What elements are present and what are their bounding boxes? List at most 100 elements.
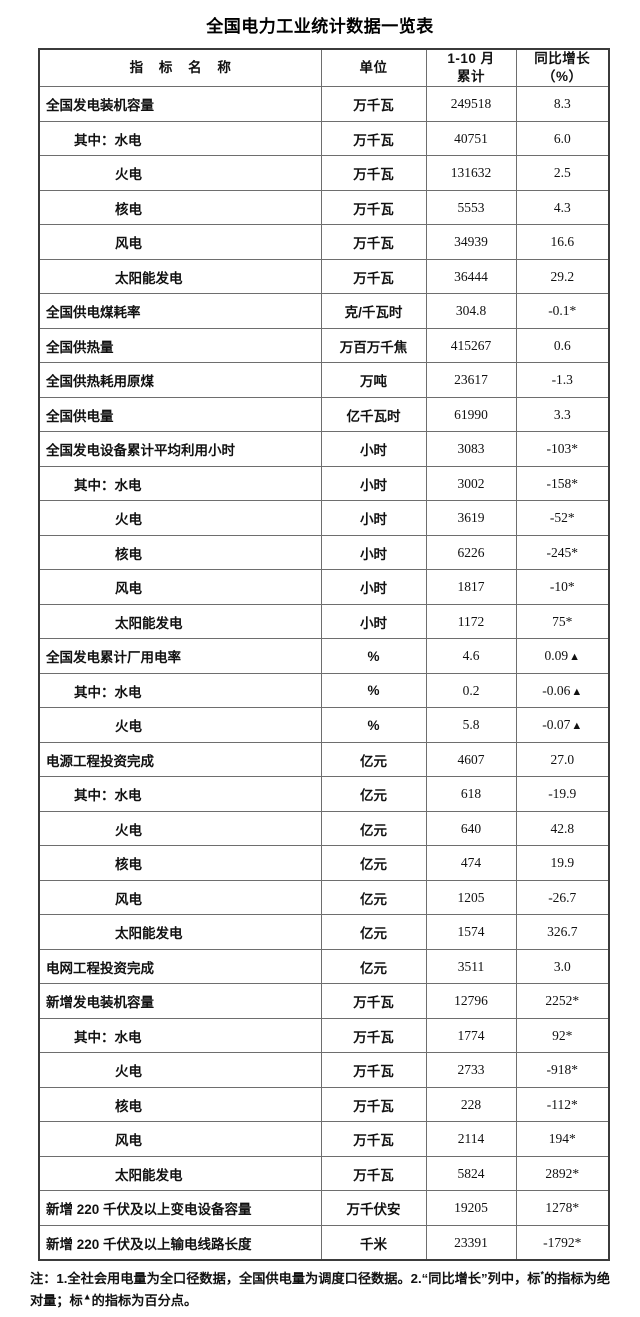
row-indicator-name: 火电 bbox=[38, 707, 322, 743]
row-unit: 亿元 bbox=[320, 948, 427, 985]
table-row: 火电% 5.8 -0.07▲ bbox=[38, 707, 610, 743]
row-indicator-name: 全国供电煤耗率 bbox=[38, 293, 322, 329]
row-unit: % bbox=[320, 638, 427, 674]
row-value-cumulative: 2114 bbox=[425, 1121, 517, 1157]
page-title: 全国电力工业统计数据一览表 bbox=[206, 17, 434, 36]
row-value-yoy: 75* bbox=[515, 603, 610, 640]
row-value-cumulative: 1205 bbox=[425, 879, 517, 916]
row-indicator-name: 太阳能发电 bbox=[38, 1155, 322, 1192]
row-indicator-name: 新增 220 千伏及以上变电设备容量 bbox=[38, 1190, 322, 1226]
table-row: 太阳能发电 万千瓦 36444 29.2 bbox=[38, 258, 610, 295]
row-unit: 万千瓦 bbox=[320, 224, 427, 260]
row-indicator-name: 风电 bbox=[38, 224, 322, 260]
row-value-yoy: -0.07▲ bbox=[515, 707, 610, 743]
row-unit: 万千瓦 bbox=[320, 983, 427, 1019]
row-indicator-name: 其中：水电 bbox=[38, 120, 322, 157]
row-indicator-name: 全国发电累计厂用电率 bbox=[38, 638, 322, 674]
table-row: 风电 小时 1817 -10* bbox=[38, 569, 610, 605]
table-row: 其中：水电 万千瓦 40751 6.0 bbox=[38, 120, 610, 157]
row-value-cumulative: 304.8 bbox=[425, 293, 517, 329]
row-value-cumulative: 12796 bbox=[425, 983, 517, 1019]
row-indicator-name: 全国供热耗用原煤 bbox=[38, 362, 322, 398]
table-row: 核电 万千瓦 5553 4.3 bbox=[38, 189, 610, 226]
row-value-yoy: 19.9 bbox=[515, 845, 610, 881]
column-header-period: 1-10 月 累计 bbox=[425, 48, 517, 88]
row-value-cumulative: 131632 bbox=[425, 155, 517, 191]
row-value-yoy: 0.09▲ bbox=[515, 638, 610, 674]
row-unit: 亿元 bbox=[320, 845, 427, 881]
row-value-yoy: 4.3 bbox=[515, 189, 610, 226]
row-value-cumulative: 228 bbox=[425, 1086, 517, 1123]
row-unit: 万千瓦 bbox=[320, 1086, 427, 1123]
row-value-cumulative: 249518 bbox=[425, 86, 517, 122]
row-indicator-name: 风电 bbox=[38, 1121, 322, 1157]
table-row: 核电 万千瓦 228 -112* bbox=[38, 1086, 610, 1123]
row-value-cumulative: 19205 bbox=[425, 1190, 517, 1226]
row-unit: 克/千瓦时 bbox=[320, 293, 427, 329]
table-row: 风电 万千瓦 34939 16.6 bbox=[38, 224, 610, 260]
table-row: 新增发电装机容量 万千瓦 12796 2252* bbox=[38, 983, 610, 1019]
row-value-cumulative: 640 bbox=[425, 810, 517, 847]
row-unit: 万千瓦 bbox=[320, 1017, 427, 1054]
row-value-yoy: -0.06▲ bbox=[515, 672, 610, 709]
row-value-yoy: -52* bbox=[515, 500, 610, 536]
table-header: 指 标 名 称 单位 1-10 月 累计 同比增长 （%） bbox=[38, 48, 610, 88]
footnote-asterisk-marker: * bbox=[540, 1270, 544, 1281]
row-indicator-name: 其中：水电 bbox=[38, 1017, 322, 1054]
table-row: 全国发电累计厂用电率% 4.6 0.09▲ bbox=[38, 638, 610, 674]
row-value-cumulative: 415267 bbox=[425, 327, 517, 364]
column-header-period-line2: 累计 bbox=[457, 69, 485, 85]
row-indicator-name: 火电 bbox=[38, 155, 322, 191]
column-header-yoy: 同比增长 （%） bbox=[515, 48, 610, 88]
row-unit: % bbox=[320, 707, 427, 743]
row-unit: 万千瓦 bbox=[320, 1052, 427, 1088]
footnote: 注：1.全社会用电量为全口径数据，全国供电量为调度口径数据。2.“同比增长”列中… bbox=[30, 1268, 610, 1311]
row-value-cumulative: 4607 bbox=[425, 741, 517, 778]
row-value-yoy: 27.0 bbox=[515, 741, 610, 778]
table-row: 其中：水电 万千瓦 1774 92* bbox=[38, 1017, 610, 1054]
row-value-yoy: -1.3 bbox=[515, 362, 610, 398]
column-header-yoy-line1: 同比增长 bbox=[534, 51, 591, 66]
row-value-cumulative: 4.6 bbox=[425, 638, 517, 674]
row-indicator-name: 电网工程投资完成 bbox=[38, 948, 322, 985]
row-value-cumulative: 1172 bbox=[425, 603, 517, 640]
row-value-cumulative: 5553 bbox=[425, 189, 517, 226]
row-indicator-name: 其中：水电 bbox=[38, 672, 322, 709]
row-unit: 万千瓦 bbox=[320, 120, 427, 157]
row-value-yoy: 3.3 bbox=[515, 396, 610, 433]
row-value-yoy: -918* bbox=[515, 1052, 610, 1088]
row-value-cumulative: 2733 bbox=[425, 1052, 517, 1088]
table-row: 新增 220 千伏及以上输电线路长度 千米 23391 -1792* bbox=[38, 1224, 610, 1261]
row-indicator-name: 全国供电量 bbox=[38, 396, 322, 433]
row-value-cumulative: 23391 bbox=[425, 1224, 517, 1261]
row-unit: 小时 bbox=[320, 569, 427, 605]
footnote-part3: 的指标为百分点。 bbox=[91, 1292, 198, 1308]
table-body: 全国发电装机容量 万千瓦 249518 8.3 其中：水电 万千瓦 40751 6.0 火电 万千… bbox=[38, 86, 610, 1261]
row-unit: 小时 bbox=[320, 431, 427, 467]
row-indicator-name: 新增发电装机容量 bbox=[38, 983, 322, 1019]
row-indicator-name: 电源工程投资完成 bbox=[38, 741, 322, 778]
table-row: 火电 万千瓦 131632 2.5 bbox=[38, 155, 610, 191]
row-unit: 万千瓦 bbox=[320, 155, 427, 191]
row-unit: 万吨 bbox=[320, 362, 427, 398]
row-value-yoy: 8.3 bbox=[515, 86, 610, 122]
row-unit: 亿元 bbox=[320, 810, 427, 847]
table-row: 核电 小时 6226 -245* bbox=[38, 534, 610, 571]
row-value-cumulative: 3619 bbox=[425, 500, 517, 536]
table-row: 全国供热量 万百万千焦 415267 0.6 bbox=[38, 327, 610, 364]
table-row: 火电 小时 3619 -52* bbox=[38, 500, 610, 536]
table-container: 指 标 名 称 单位 1-10 月 累计 同比增长 （%） 全国发电装机容量 万千… bbox=[38, 48, 610, 1262]
row-unit: 亿千瓦时 bbox=[320, 396, 427, 433]
row-value-yoy: -19.9 bbox=[515, 776, 610, 812]
table-row: 风电 万千瓦 2114 194* bbox=[38, 1121, 610, 1157]
row-unit: % bbox=[320, 672, 427, 709]
row-indicator-name: 太阳能发电 bbox=[38, 603, 322, 640]
table-row: 电网工程投资完成 亿元 3511 3.0 bbox=[38, 948, 610, 985]
row-indicator-name: 核电 bbox=[38, 189, 322, 226]
row-indicator-name: 火电 bbox=[38, 810, 322, 847]
column-header-indicator-name: 指 标 名 称 bbox=[38, 48, 322, 88]
row-value-cumulative: 1574 bbox=[425, 914, 517, 950]
row-unit: 万千瓦 bbox=[320, 258, 427, 295]
row-value-yoy: -112* bbox=[515, 1086, 610, 1123]
